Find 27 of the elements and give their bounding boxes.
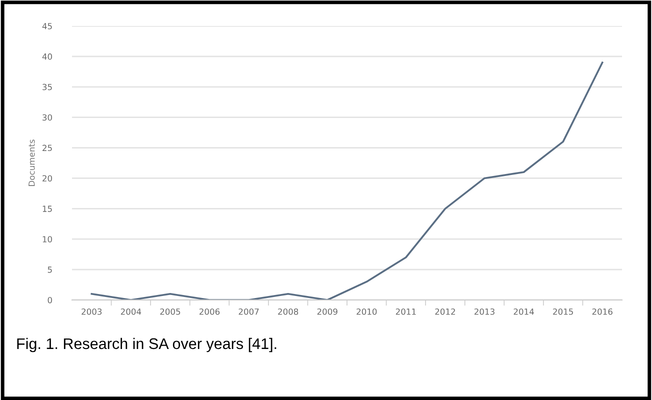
y-tick-label: 35: [42, 84, 52, 90]
y-tick-label: 0: [48, 296, 52, 304]
x-tick-label: 2004: [120, 308, 142, 315]
y-axis-title: Documents: [28, 140, 35, 186]
x-tick-label: 2006: [200, 308, 220, 315]
x-tick-label: 2008: [278, 308, 298, 315]
y-tick-label: 45: [42, 23, 52, 30]
x-tick-label: 2016: [592, 308, 612, 315]
x-tick-label: 2014: [514, 308, 534, 315]
x-tick-label: 2009: [317, 308, 338, 315]
caption: Fig. 1. Research in SA over years [41].: [17, 338, 276, 352]
x-tick-label: 2012: [435, 308, 455, 315]
y-tick-label: 15: [42, 206, 52, 212]
x-tick-label: 2013: [474, 308, 494, 315]
y-tick-label: 5: [48, 266, 52, 273]
y-tick-label: 20: [42, 175, 52, 182]
x-tick-label: 2010: [356, 308, 377, 315]
x-tick-label: 2011: [396, 308, 416, 315]
x-tick-label: 2015: [553, 308, 573, 315]
y-tick-label: 10: [42, 236, 52, 242]
x-tick-label: 2007: [238, 308, 259, 315]
y-tick-label: 30: [42, 114, 52, 121]
y-tick-label: 25: [42, 144, 52, 152]
x-tick-label: 2003: [82, 308, 102, 315]
y-tick-label: 40: [42, 53, 52, 60]
x-tick-label: 2005: [160, 308, 180, 315]
line-series: [90, 62, 604, 300]
